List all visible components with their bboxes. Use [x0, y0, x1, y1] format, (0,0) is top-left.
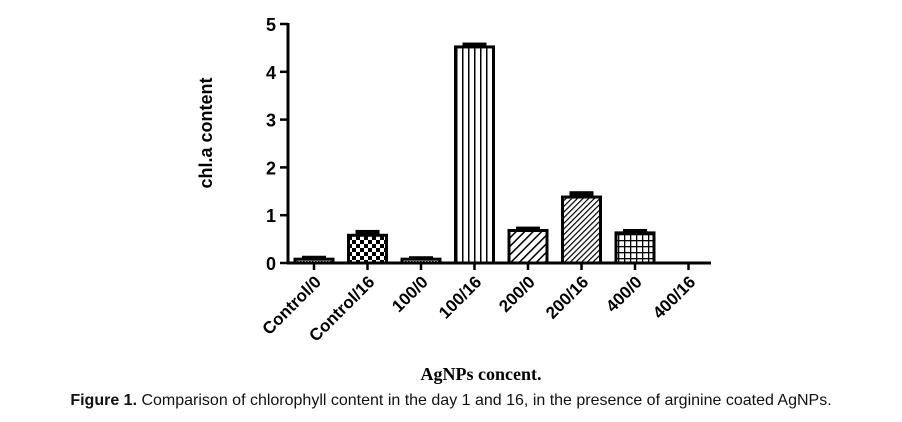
- figure-caption: Figure 1. Comparison of chlorophyll cont…: [0, 392, 902, 410]
- error-bar: [623, 228, 647, 234]
- bar: [507, 228, 549, 265]
- x-tick-label: 400/16: [649, 272, 699, 322]
- x-axis-label: AgNPs concent.: [421, 364, 542, 384]
- x-tick-label: 100/16: [435, 272, 485, 322]
- x-tick-label: 400/0: [602, 272, 646, 316]
- x-tick-label: 200/16: [542, 272, 592, 322]
- y-tick-label: 4: [266, 63, 276, 83]
- bar: [347, 233, 388, 265]
- bar: [561, 195, 602, 265]
- bar: [614, 231, 656, 265]
- bars: [293, 42, 656, 265]
- y-tick-label: 3: [266, 111, 276, 131]
- error-bar: [462, 42, 487, 48]
- y-tick-label: 5: [266, 15, 276, 35]
- y-axis-label: chl.a content: [196, 77, 216, 188]
- x-tick-label: 100/0: [388, 272, 432, 316]
- y-tick-label: 0: [266, 254, 276, 274]
- error-bar: [409, 256, 433, 261]
- figure-caption-label: Figure 1.: [70, 392, 138, 409]
- error-bar: [569, 191, 594, 199]
- x-tick-label: 200/0: [495, 272, 539, 316]
- figure-caption-text: Comparison of chlorophyll content in the…: [137, 392, 832, 409]
- bar: [454, 45, 495, 265]
- error-bar: [355, 229, 380, 237]
- error-bar: [302, 255, 326, 261]
- y-tick-label: 2: [266, 158, 276, 178]
- y-tick-label: 1: [266, 206, 276, 226]
- error-bar: [516, 226, 540, 232]
